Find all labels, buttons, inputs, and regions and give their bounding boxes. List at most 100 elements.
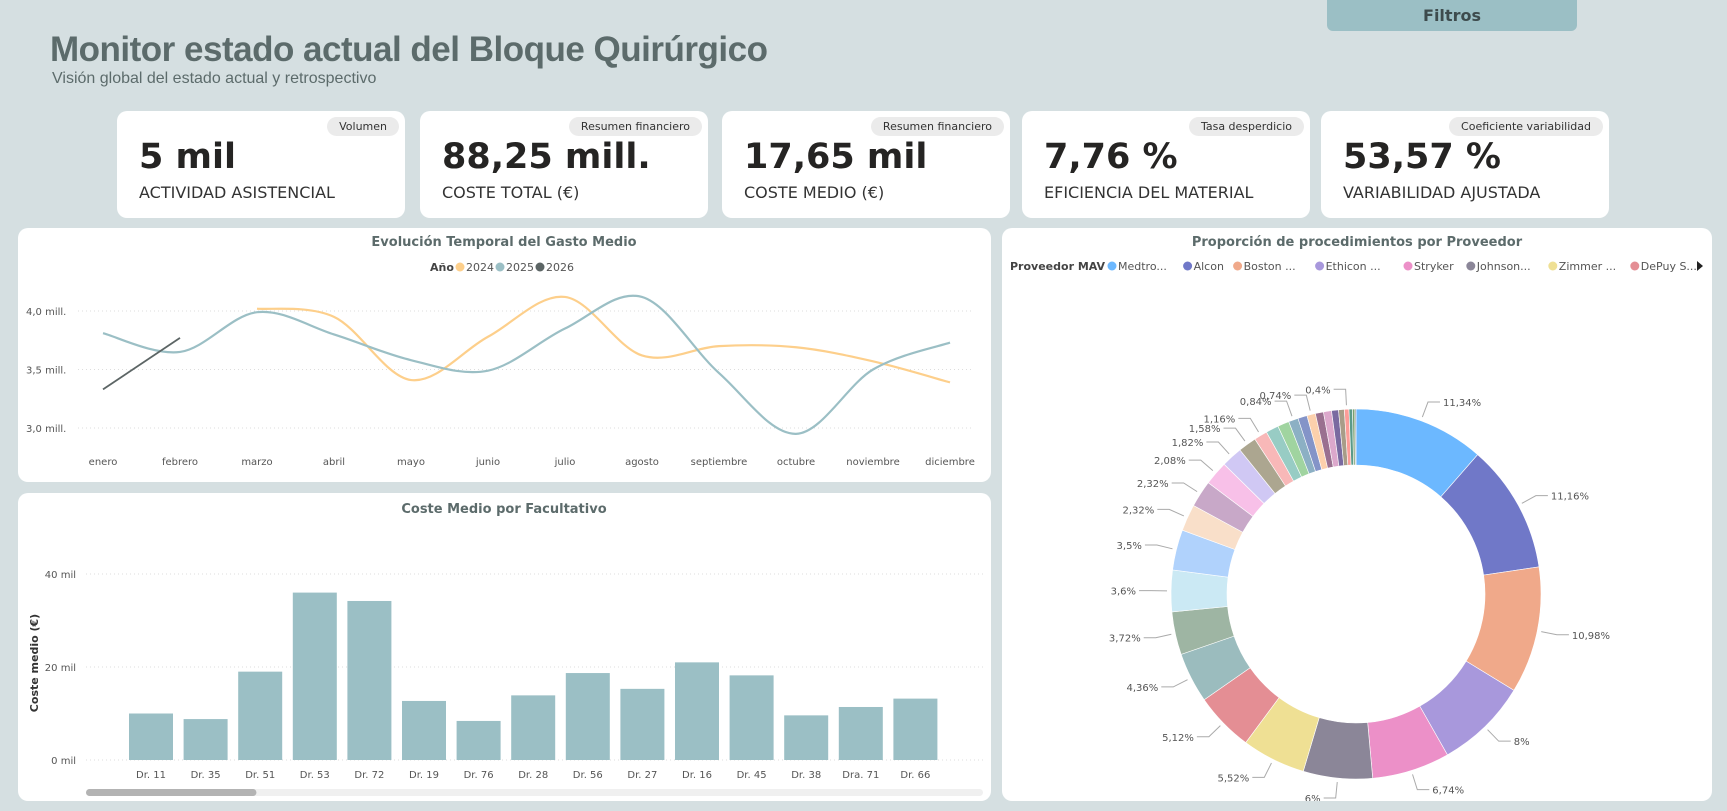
page-title: Monitor estado actual del Bloque Quirúrg… [50, 30, 768, 69]
x-tick-label: agosto [625, 457, 659, 468]
legend-marker [1403, 261, 1413, 271]
chart-title: Coste Medio por Facultativo [401, 502, 606, 517]
kpi-tag: Resumen financiero [870, 117, 1004, 136]
x-tick-label: Dr. 19 [409, 770, 439, 781]
legend-item[interactable]: Boston ... [1233, 260, 1296, 273]
slice-label: 1,58% [1189, 424, 1221, 435]
scrollbar-thumb[interactable] [86, 789, 257, 796]
leader-line [1238, 417, 1259, 433]
horizontal-scrollbar[interactable] [86, 789, 983, 796]
chart-title: Evolución Temporal del Gasto Medio [371, 235, 636, 250]
donut-slice [1354, 408, 1357, 466]
bar-Dr. 35 [183, 719, 228, 760]
leader-line [1521, 495, 1548, 504]
legend-item[interactable]: Medtro... [1107, 260, 1167, 273]
x-tick-label: Dra. 71 [842, 770, 879, 781]
leader-line [1541, 631, 1569, 636]
slice-label: 5,12% [1162, 733, 1194, 744]
kpi-value: 5 mil [139, 137, 237, 177]
x-tick-label: abril [323, 457, 345, 468]
x-tick-label: noviembre [846, 457, 899, 468]
x-tick-label: Dr. 51 [245, 770, 275, 781]
x-tick-label: julio [554, 457, 576, 468]
line-chart: Evolución Temporal del Gasto Medio Año 202… [26, 235, 975, 468]
kpi-value: 17,65 mil [744, 137, 928, 177]
legend-item[interactable]: Zimmer ... [1548, 260, 1616, 273]
legend-label: DePuy S... [1641, 260, 1697, 273]
kpi-card-eficiencia: Tasa desperdicio 7,76 % EFICIENCIA DEL M… [1022, 111, 1310, 218]
slice-label: 0,4% [1305, 385, 1330, 396]
legend-marker [1466, 261, 1476, 271]
series-line-2026 [102, 337, 181, 391]
kpi-label: VARIABILIDAD AJUSTADA [1343, 183, 1541, 202]
x-tick-label: septiembre [691, 457, 748, 468]
slice-label: 10,98% [1572, 631, 1610, 642]
legend-item[interactable]: DePuy S... [1630, 260, 1697, 273]
leader-line [1157, 508, 1185, 517]
filters-button[interactable]: Filtros [1327, 0, 1577, 31]
legend-item[interactable]: Stryker [1403, 260, 1455, 273]
slice-label: 1,82% [1172, 438, 1204, 449]
legend-label: Stryker [1414, 260, 1454, 273]
leader-line [1421, 401, 1440, 418]
slice-label: 3,5% [1117, 541, 1142, 552]
x-tick-label: Dr. 66 [900, 770, 930, 781]
bar-Dr. 76 [456, 720, 501, 760]
x-tick-label: Dr. 72 [354, 770, 384, 781]
leader-line [1196, 725, 1221, 738]
page-subtitle: Visión global del estado actual y retros… [52, 70, 377, 87]
kpi-label: COSTE MEDIO (€) [744, 183, 885, 202]
legend-label: Johnson... [1476, 260, 1531, 273]
legend-label: Zimmer ... [1559, 260, 1616, 273]
legend-marker [1548, 261, 1558, 271]
slice-label: 3,6% [1111, 587, 1136, 598]
leader-line [1188, 459, 1214, 471]
y-tick-label: 40 mil [45, 570, 76, 581]
x-tick-label: Dr. 38 [791, 770, 821, 781]
legend-item: 2026 [546, 261, 574, 274]
slice-label: 5,52% [1218, 773, 1250, 784]
x-tick-label: febrero [162, 457, 198, 468]
y-tick-label: 4,0 mill. [26, 307, 66, 318]
bar-Dr. 45 [729, 675, 774, 760]
legend-label: Medtro... [1118, 260, 1167, 273]
kpi-label: ACTIVIDAD ASISTENCIAL [139, 183, 335, 202]
legend-item: 2025 [506, 261, 534, 274]
bar-Dr. 16 [675, 662, 719, 760]
series-line-2025 [102, 294, 951, 435]
kpi-label: COSTE TOTAL (€) [442, 183, 580, 202]
kpi-value: 53,57 % [1343, 137, 1501, 177]
kpi-label: EFICIENCIA DEL MATERIAL [1044, 183, 1254, 202]
line-chart-panel: Evolución Temporal del Gasto Medio Año 202… [18, 228, 991, 482]
legend-item[interactable]: Alcon [1183, 260, 1224, 273]
legend-next-arrow-icon[interactable] [1697, 261, 1703, 271]
x-tick-label: Dr. 28 [518, 770, 548, 781]
leader-line [1333, 388, 1347, 406]
leader-line [1412, 774, 1430, 791]
kpi-value: 7,76 % [1044, 137, 1178, 177]
bar-Dr. 11 [129, 713, 173, 760]
y-tick-label: 3,5 mill. [26, 366, 66, 377]
legend-item[interactable]: Johnson... [1466, 260, 1531, 273]
bar-Dr. 72 [347, 600, 392, 760]
x-tick-label: Dr. 76 [464, 770, 494, 781]
bar-Dr. 27 [620, 688, 665, 760]
x-tick-label: diciembre [925, 457, 975, 468]
x-tick-label: mayo [397, 457, 425, 468]
kpi-card-variabilidad: Coeficiente variabilidad 53,57 % VARIABI… [1321, 111, 1609, 218]
x-tick-label: marzo [241, 457, 272, 468]
leader-line [1144, 544, 1173, 550]
legend-item[interactable]: Ethicon ... [1315, 260, 1381, 273]
kpi-tag: Volumen [327, 117, 399, 136]
slice-label: 0,74% [1260, 391, 1292, 402]
legend-marker [1183, 261, 1193, 271]
leader-line [1206, 441, 1230, 455]
kpi-value: 88,25 mill. [442, 137, 651, 177]
leader-line [1487, 729, 1511, 742]
legend-label: Ethicon ... [1326, 260, 1381, 273]
x-tick-label: Dr. 56 [573, 770, 603, 781]
x-tick-label: Dr. 53 [300, 770, 330, 781]
donut-chart: Proporción de procedimientos por Proveed… [1010, 235, 1703, 801]
slice-label: 2,08% [1154, 456, 1186, 467]
slice-label: 3,72% [1109, 634, 1141, 645]
